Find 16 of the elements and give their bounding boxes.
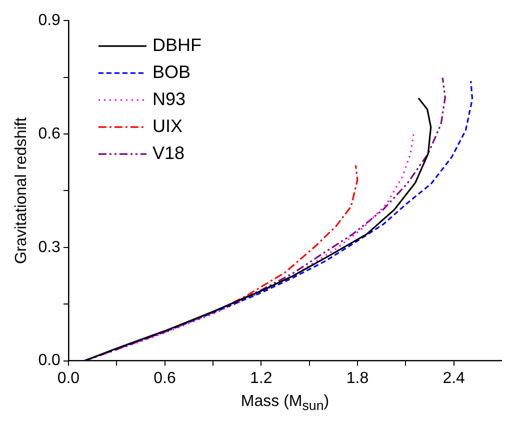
y-axis-title: Gravitational redshift [13, 116, 30, 264]
y-tick-label: 0.6 [38, 125, 61, 142]
x-tick-label: 0.6 [154, 370, 176, 387]
legend-label: UIX [152, 116, 182, 136]
x-tick-label: 2.4 [442, 370, 466, 387]
y-tick-label: 0.0 [38, 352, 61, 370]
legend-label: V18 [152, 143, 184, 164]
x-tick-label: 1.8 [346, 370, 369, 387]
x-tick-label: 0.0 [57, 370, 80, 387]
legend-label: N93 [152, 89, 186, 110]
y-tick-label: 0.9 [38, 12, 61, 30]
x-tick-label: 1.2 [250, 370, 272, 387]
x-axis-title: Mass (M$_{sun}$) [240, 392, 330, 413]
legend-label: BOB [152, 62, 190, 82]
legend-label: DBHF [152, 35, 202, 56]
y-tick-label: 0.3 [38, 238, 61, 256]
